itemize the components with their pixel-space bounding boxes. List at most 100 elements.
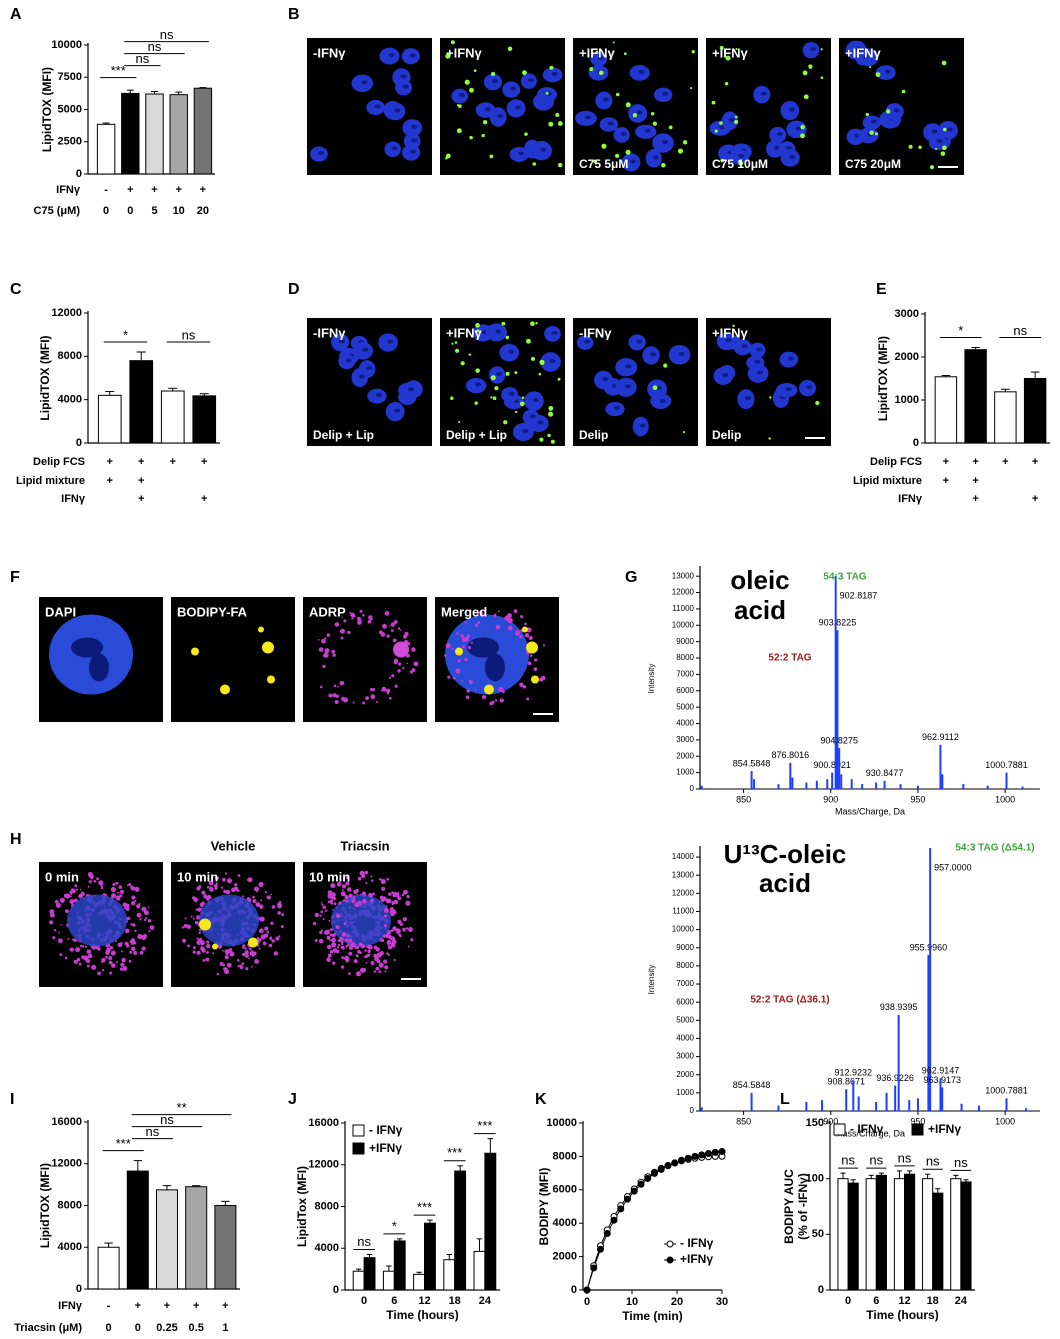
adrp-signal <box>141 906 147 912</box>
adrp-signal <box>86 949 92 954</box>
lipid-droplet <box>514 371 518 375</box>
nucleolus <box>936 138 943 143</box>
nucleolus <box>787 356 794 361</box>
panel-label: K <box>535 1091 547 1108</box>
x-tick-label: 10 <box>626 1296 638 1308</box>
lipid-droplet <box>505 371 510 376</box>
adrp-signal <box>524 622 527 626</box>
adrp-signal <box>383 959 388 964</box>
x-tick-label: 950 <box>910 794 925 804</box>
bar <box>97 1246 120 1290</box>
y-tick-label: 0 <box>333 1284 339 1296</box>
condition-value: 1 <box>222 1322 228 1334</box>
adrp-signal <box>120 950 123 953</box>
adrp-signal <box>386 877 390 881</box>
condition-value: + <box>127 184 133 196</box>
nucleolus <box>375 393 382 398</box>
adrp-signal <box>76 957 81 962</box>
adrp-signal <box>241 962 245 965</box>
adrp-signal <box>408 927 413 933</box>
adrp-signal <box>385 688 391 694</box>
condition-value: - <box>104 184 108 196</box>
adrp-signal <box>320 901 323 904</box>
condition-label: IFNγ <box>61 493 86 505</box>
adrp-signal <box>514 630 521 636</box>
image-caption: Delip + Lip <box>446 428 507 442</box>
adrp-signal <box>397 896 402 901</box>
panel-label: H <box>10 831 22 848</box>
adrp-signal <box>524 632 530 638</box>
lipid-droplet <box>885 109 891 114</box>
nucleolus <box>760 91 767 96</box>
y-tick-label: 4000 <box>553 1217 577 1229</box>
lipid-droplet <box>614 153 620 158</box>
nucleolus <box>754 359 761 364</box>
condition-value: + <box>138 475 144 487</box>
lipid-droplet <box>457 104 462 109</box>
image-label: +IFNγ <box>579 45 616 60</box>
adrp-signal <box>314 938 318 943</box>
adrp-signal <box>49 912 55 918</box>
bar <box>875 1174 887 1291</box>
adrp-signal <box>387 945 393 950</box>
lipid-droplet <box>869 66 872 69</box>
peak-label: 876.8016 <box>772 750 810 760</box>
adrp-signal <box>199 902 204 907</box>
adrp-signal <box>507 625 513 631</box>
nucleolus <box>411 138 418 143</box>
bar <box>837 1178 849 1291</box>
adrp-signal <box>128 959 132 963</box>
nucleolus <box>893 108 900 113</box>
adrp-signal <box>206 894 212 900</box>
adrp-signal <box>326 957 331 963</box>
adrp-signal <box>264 890 268 894</box>
lipid-droplet <box>531 675 539 684</box>
adrp-signal <box>224 872 228 875</box>
adrp-signal <box>201 890 206 895</box>
adrp-signal <box>234 883 238 887</box>
significance-label: *** <box>447 1145 462 1160</box>
y-tick-label: 14000 <box>672 852 695 861</box>
adrp-signal <box>195 920 199 925</box>
adrp-signal <box>522 685 527 689</box>
y-tick-label: 3000 <box>676 735 694 744</box>
adrp-signal <box>119 889 125 894</box>
adrp-signal <box>346 934 350 938</box>
y-tick-label: 2000 <box>676 751 694 760</box>
lipid-droplet <box>248 937 258 948</box>
adrp-signal <box>200 946 205 951</box>
adrp-signal <box>359 619 362 623</box>
adrp-signal <box>451 647 454 650</box>
condition-value: + <box>107 456 113 468</box>
nucleolus <box>855 47 862 52</box>
adrp-signal <box>270 921 274 925</box>
adrp-signal <box>384 610 390 616</box>
lipid-droplet <box>530 356 535 361</box>
adrp-signal <box>345 944 349 948</box>
nucleolus <box>884 69 891 74</box>
adrp-signal <box>205 957 210 962</box>
nucleolus <box>795 126 802 131</box>
adrp-signal <box>381 686 387 692</box>
y-tick-label: 9000 <box>676 637 694 646</box>
lipid-droplet <box>505 335 510 340</box>
lipid-droplet <box>725 55 731 61</box>
adrp-signal <box>386 634 390 638</box>
peak-label: 957.0000 <box>934 862 972 872</box>
adrp-signal <box>147 919 152 923</box>
adrp-signal <box>223 967 228 972</box>
adrp-signal <box>337 685 339 688</box>
adrp-signal <box>96 877 99 881</box>
nucleolus <box>789 154 796 159</box>
nucleolus <box>602 97 609 102</box>
condition-value: + <box>135 1300 141 1312</box>
adrp-signal <box>278 935 281 938</box>
adrp-signal <box>365 882 368 885</box>
y-axis-label: LipidTOX (MFI) <box>38 335 52 420</box>
y-tick-label: 16000 <box>51 1116 82 1128</box>
lipid-droplet <box>768 437 771 440</box>
adrp-signal <box>388 696 392 700</box>
adrp-signal <box>277 911 281 915</box>
adrp-signal <box>110 886 116 893</box>
adrp-signal <box>388 676 392 679</box>
